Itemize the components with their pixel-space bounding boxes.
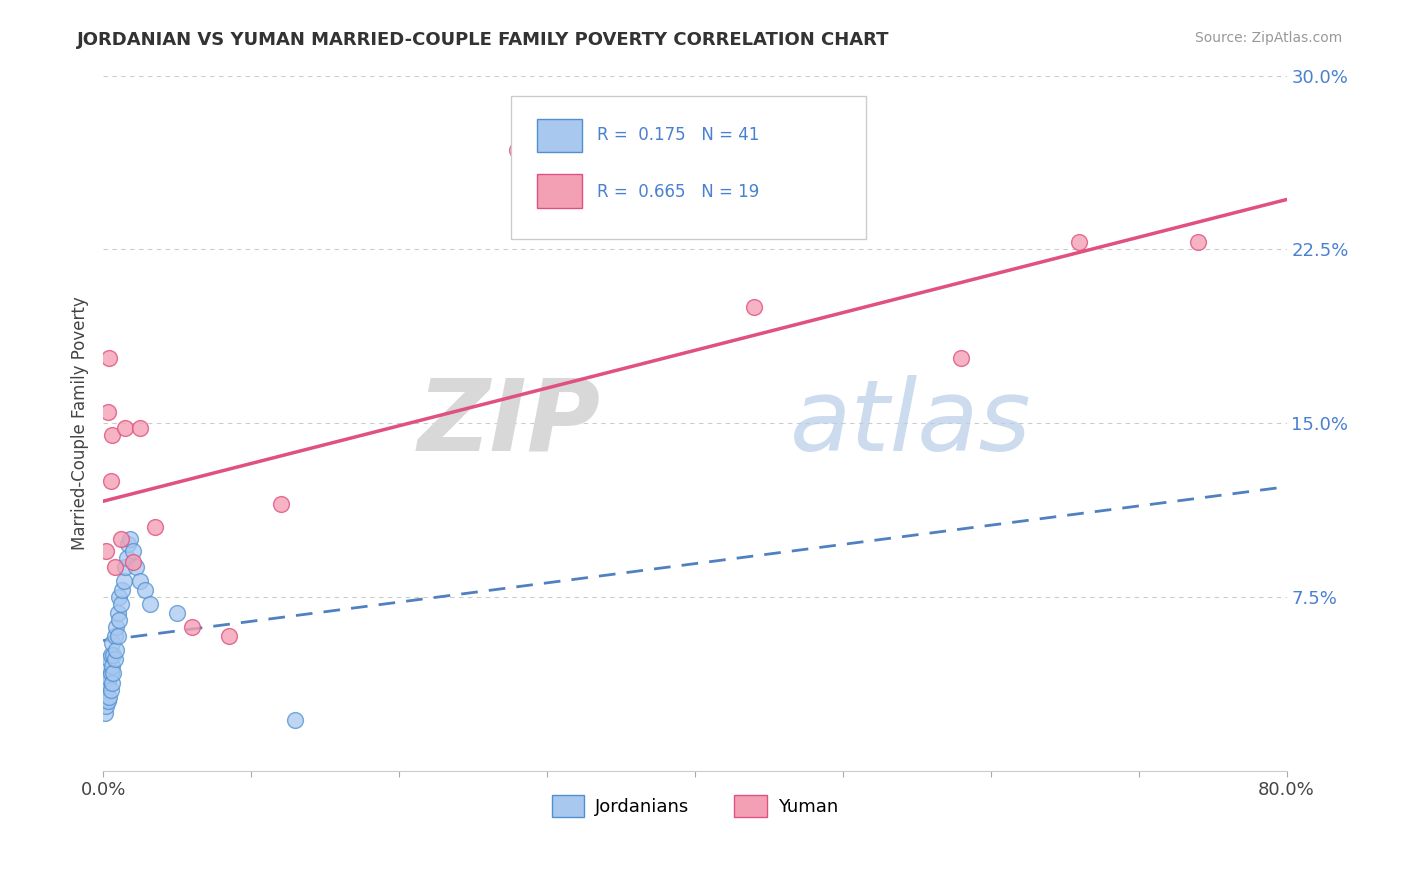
Point xyxy=(950,351,973,366)
Point xyxy=(94,682,117,697)
Point xyxy=(104,629,127,643)
Point xyxy=(98,652,121,666)
Point xyxy=(114,421,136,435)
Point xyxy=(114,559,136,574)
Point xyxy=(101,675,124,690)
Point xyxy=(98,351,121,366)
Text: Source: ZipAtlas.com: Source: ZipAtlas.com xyxy=(1195,31,1343,45)
Point xyxy=(94,543,117,558)
Point xyxy=(101,659,124,673)
FancyBboxPatch shape xyxy=(512,96,866,239)
Point xyxy=(110,532,132,546)
Point xyxy=(129,574,152,588)
Point xyxy=(97,694,120,708)
Point xyxy=(100,682,122,697)
Point xyxy=(104,652,127,666)
Text: JORDANIAN VS YUMAN MARRIED-COUPLE FAMILY POVERTY CORRELATION CHART: JORDANIAN VS YUMAN MARRIED-COUPLE FAMILY… xyxy=(77,31,890,49)
Point xyxy=(1187,235,1209,250)
Point xyxy=(103,666,125,681)
Point xyxy=(94,698,117,713)
Point xyxy=(129,421,152,435)
Point xyxy=(180,620,202,634)
FancyBboxPatch shape xyxy=(537,119,582,152)
Point xyxy=(100,666,122,681)
Text: ZIP: ZIP xyxy=(418,375,600,472)
Point xyxy=(284,713,307,727)
Point xyxy=(100,648,122,662)
Point xyxy=(105,620,128,634)
FancyBboxPatch shape xyxy=(537,174,582,208)
Point xyxy=(110,597,132,611)
Point xyxy=(117,536,139,550)
Point xyxy=(101,427,124,442)
Point xyxy=(108,590,131,604)
Point xyxy=(97,675,120,690)
Point xyxy=(101,636,124,650)
Point xyxy=(98,671,121,685)
Point xyxy=(100,474,122,488)
Point xyxy=(105,643,128,657)
Point xyxy=(270,497,292,511)
Point xyxy=(111,582,134,597)
Point xyxy=(98,690,121,704)
Text: atlas: atlas xyxy=(790,375,1031,472)
Point xyxy=(112,574,135,588)
Point xyxy=(118,532,141,546)
Point xyxy=(107,629,129,643)
Point xyxy=(107,606,129,620)
Point xyxy=(218,629,240,643)
Point xyxy=(139,597,162,611)
Text: R =  0.175   N = 41: R = 0.175 N = 41 xyxy=(596,126,759,144)
Point xyxy=(97,659,120,673)
Point xyxy=(143,520,166,534)
Point xyxy=(104,559,127,574)
Point xyxy=(108,613,131,627)
Point xyxy=(93,706,115,720)
Text: R =  0.665   N = 19: R = 0.665 N = 19 xyxy=(596,183,759,201)
Y-axis label: Married-Couple Family Poverty: Married-Couple Family Poverty xyxy=(72,296,89,550)
Point xyxy=(121,543,143,558)
Point xyxy=(134,582,156,597)
Point xyxy=(166,606,188,620)
Point xyxy=(115,550,138,565)
Point xyxy=(103,648,125,662)
Point xyxy=(1069,235,1091,250)
Point xyxy=(121,555,143,569)
Point xyxy=(93,694,115,708)
Legend: Jordanians, Yuman: Jordanians, Yuman xyxy=(544,788,845,824)
Point xyxy=(742,300,765,314)
Point xyxy=(94,671,117,685)
Point xyxy=(124,559,146,574)
Point xyxy=(97,404,120,418)
Point xyxy=(506,143,529,157)
